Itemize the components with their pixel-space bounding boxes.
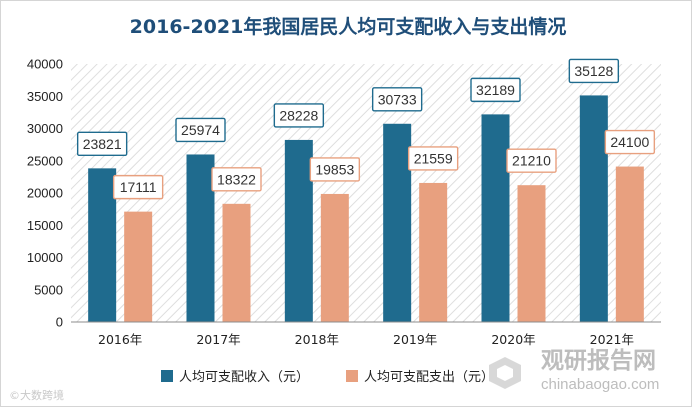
bar-income bbox=[383, 123, 412, 322]
data-label-income: 30733 bbox=[378, 91, 417, 107]
data-label-income: 25974 bbox=[181, 122, 220, 138]
bar-expense bbox=[419, 182, 448, 322]
x-tick-label: 2018年 bbox=[295, 332, 339, 347]
y-tick-label: 15000 bbox=[27, 218, 63, 233]
bar-expense bbox=[320, 193, 349, 322]
y-tick-label: 35000 bbox=[27, 89, 63, 104]
data-label-expense: 21210 bbox=[512, 153, 551, 169]
data-label-box bbox=[112, 174, 164, 200]
y-axis: 0 5000 10000 15000 20000 25000 30000 35000 40000 bbox=[27, 57, 63, 330]
data-label-box bbox=[309, 157, 361, 182]
data-label-box bbox=[273, 103, 325, 128]
legend-label-income: 人均可支配收入（元） bbox=[179, 370, 309, 385]
x-tick-label: 2020年 bbox=[491, 332, 535, 347]
y-tick-label: 0 bbox=[56, 315, 63, 330]
data-label-income: 28228 bbox=[279, 107, 318, 123]
legend-swatch-expense bbox=[346, 370, 358, 382]
y-tick-label: 25000 bbox=[27, 153, 63, 168]
data-label-income: 23821 bbox=[83, 136, 122, 152]
watermark-brand: 观研报告网 bbox=[541, 348, 656, 374]
data-label-box bbox=[470, 77, 521, 103]
data-label-box bbox=[76, 131, 128, 157]
x-tick-label: 2016年 bbox=[98, 332, 142, 347]
chart-title: 2016-2021年我国居民人均可支配收入与支出情况 bbox=[130, 15, 567, 38]
legend-swatch-income bbox=[161, 370, 173, 382]
data-label-box bbox=[407, 146, 459, 171]
watermark-url: chinabaogao.com bbox=[541, 376, 659, 393]
data-label-income: 32189 bbox=[476, 82, 515, 98]
source-mark: ©大数跨境 bbox=[9, 388, 64, 402]
bar-income bbox=[186, 154, 215, 322]
data-label-box bbox=[604, 129, 656, 155]
bar-expense bbox=[222, 203, 251, 322]
bar-series: 23821 17111 25974 18322 28228 19853 30733 21559… bbox=[76, 58, 656, 322]
watermark-logo-icon bbox=[489, 357, 521, 389]
y-tick-label: 20000 bbox=[27, 186, 63, 201]
data-label-expense: 24100 bbox=[610, 134, 649, 150]
data-label-box bbox=[506, 148, 557, 173]
bar-income bbox=[88, 168, 117, 322]
bar-income bbox=[481, 114, 510, 322]
y-tick-label: 30000 bbox=[27, 121, 63, 136]
bar-income bbox=[284, 139, 313, 322]
bar-expense bbox=[124, 211, 153, 322]
data-label-box bbox=[211, 167, 262, 192]
x-tick-label: 2019年 bbox=[393, 332, 437, 347]
legend-label-expense: 人均可支配支出（元） bbox=[364, 370, 494, 385]
bar-expense bbox=[517, 185, 546, 322]
data-label-box bbox=[371, 87, 423, 112]
x-axis: 2016年 2017年 2018年 2019年 2020年 2021年 bbox=[98, 332, 634, 347]
data-label-box bbox=[568, 58, 620, 84]
watermark: 观研报告网 chinabaogao.com bbox=[489, 348, 659, 393]
plot-area bbox=[71, 64, 661, 322]
data-label-expense: 21559 bbox=[414, 150, 453, 166]
data-label-expense: 17111 bbox=[120, 179, 157, 195]
y-tick-label: 40000 bbox=[27, 57, 63, 72]
data-label-income: 35128 bbox=[574, 63, 613, 79]
x-tick-label: 2017年 bbox=[196, 332, 240, 347]
y-tick-label: 5000 bbox=[34, 282, 63, 297]
bar-income bbox=[579, 95, 608, 322]
data-label-expense: 18322 bbox=[217, 171, 256, 187]
legend: 人均可支配收入（元） 人均可支配支出（元） bbox=[161, 370, 494, 385]
data-label-expense: 19853 bbox=[315, 161, 354, 177]
x-tick-label: 2021年 bbox=[590, 332, 634, 347]
data-label-box bbox=[175, 117, 226, 143]
bar-expense bbox=[615, 166, 644, 322]
y-tick-label: 10000 bbox=[27, 250, 63, 265]
